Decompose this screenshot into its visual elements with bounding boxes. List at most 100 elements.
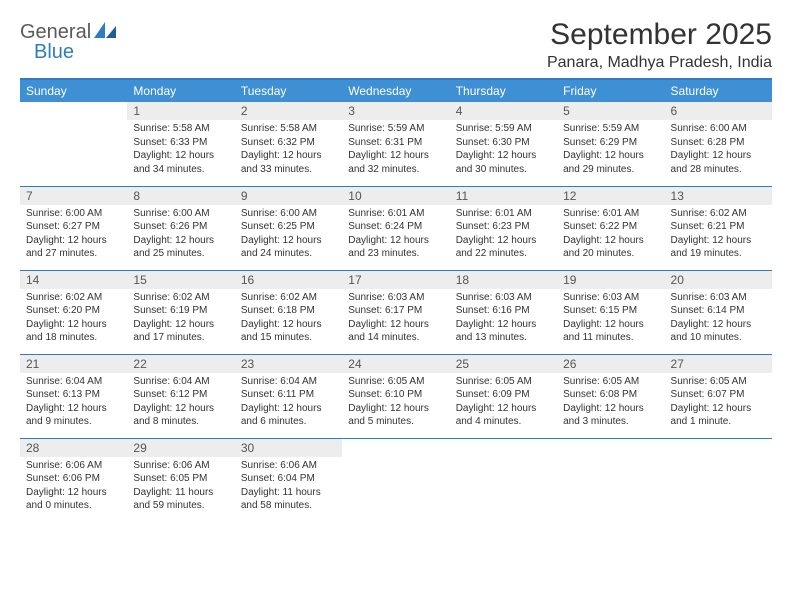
sunrise-line: Sunrise: 6:02 AM xyxy=(671,207,766,221)
daylight-line: Daylight: 12 hours and 14 minutes. xyxy=(348,318,443,345)
day-number: 10 xyxy=(342,187,449,205)
sunrise-line: Sunrise: 6:04 AM xyxy=(133,375,228,389)
calendar-body: 1Sunrise: 5:58 AMSunset: 6:33 PMDaylight… xyxy=(20,102,772,522)
calendar-cell: 30Sunrise: 6:06 AMSunset: 6:04 PMDayligh… xyxy=(235,438,342,522)
sunrise-line: Sunrise: 6:00 AM xyxy=(671,122,766,136)
calendar-cell: 8Sunrise: 6:00 AMSunset: 6:26 PMDaylight… xyxy=(127,186,234,270)
day-body: Sunrise: 6:00 AMSunset: 6:28 PMDaylight:… xyxy=(665,120,772,180)
day-number: 6 xyxy=(665,102,772,120)
day-body: Sunrise: 6:03 AMSunset: 6:17 PMDaylight:… xyxy=(342,289,449,349)
calendar-row: 14Sunrise: 6:02 AMSunset: 6:20 PMDayligh… xyxy=(20,270,772,354)
sunset-line: Sunset: 6:10 PM xyxy=(348,388,443,402)
header: General Blue September 2025 Panara, Madh… xyxy=(20,18,772,72)
sunset-line: Sunset: 6:14 PM xyxy=(671,304,766,318)
weekday-header: Wednesday xyxy=(342,79,449,102)
month-title: September 2025 xyxy=(547,18,772,52)
logo-word-blue: Blue xyxy=(34,42,116,62)
sunset-line: Sunset: 6:25 PM xyxy=(241,220,336,234)
calendar-cell: 4Sunrise: 5:59 AMSunset: 6:30 PMDaylight… xyxy=(450,102,557,186)
calendar-cell: 17Sunrise: 6:03 AMSunset: 6:17 PMDayligh… xyxy=(342,270,449,354)
day-body: Sunrise: 5:58 AMSunset: 6:32 PMDaylight:… xyxy=(235,120,342,180)
day-number: 4 xyxy=(450,102,557,120)
calendar-cell: 27Sunrise: 6:05 AMSunset: 6:07 PMDayligh… xyxy=(665,354,772,438)
daylight-line: Daylight: 11 hours and 59 minutes. xyxy=(133,486,228,513)
day-body: Sunrise: 6:00 AMSunset: 6:25 PMDaylight:… xyxy=(235,205,342,265)
calendar-cell xyxy=(665,438,772,522)
calendar-cell: 14Sunrise: 6:02 AMSunset: 6:20 PMDayligh… xyxy=(20,270,127,354)
sunrise-line: Sunrise: 5:59 AM xyxy=(456,122,551,136)
sunset-line: Sunset: 6:07 PM xyxy=(671,388,766,402)
calendar-cell: 15Sunrise: 6:02 AMSunset: 6:19 PMDayligh… xyxy=(127,270,234,354)
sunrise-line: Sunrise: 6:02 AM xyxy=(241,291,336,305)
day-body: Sunrise: 6:02 AMSunset: 6:18 PMDaylight:… xyxy=(235,289,342,349)
day-body: Sunrise: 6:04 AMSunset: 6:11 PMDaylight:… xyxy=(235,373,342,433)
day-number: 2 xyxy=(235,102,342,120)
sunset-line: Sunset: 6:28 PM xyxy=(671,136,766,150)
sunset-line: Sunset: 6:08 PM xyxy=(563,388,658,402)
day-body: Sunrise: 5:59 AMSunset: 6:31 PMDaylight:… xyxy=(342,120,449,180)
daylight-line: Daylight: 12 hours and 18 minutes. xyxy=(26,318,121,345)
sunset-line: Sunset: 6:16 PM xyxy=(456,304,551,318)
sunset-line: Sunset: 6:33 PM xyxy=(133,136,228,150)
day-number: 30 xyxy=(235,439,342,457)
sunrise-line: Sunrise: 6:02 AM xyxy=(26,291,121,305)
sunrise-line: Sunrise: 6:05 AM xyxy=(348,375,443,389)
sunrise-line: Sunrise: 6:00 AM xyxy=(133,207,228,221)
day-body: Sunrise: 6:05 AMSunset: 6:10 PMDaylight:… xyxy=(342,373,449,433)
calendar-cell: 26Sunrise: 6:05 AMSunset: 6:08 PMDayligh… xyxy=(557,354,664,438)
calendar-cell xyxy=(20,102,127,186)
sunset-line: Sunset: 6:23 PM xyxy=(456,220,551,234)
day-body: Sunrise: 6:00 AMSunset: 6:27 PMDaylight:… xyxy=(20,205,127,265)
day-body: Sunrise: 6:05 AMSunset: 6:07 PMDaylight:… xyxy=(665,373,772,433)
day-number: 11 xyxy=(450,187,557,205)
calendar-cell: 29Sunrise: 6:06 AMSunset: 6:05 PMDayligh… xyxy=(127,438,234,522)
daylight-line: Daylight: 12 hours and 8 minutes. xyxy=(133,402,228,429)
sunset-line: Sunset: 6:26 PM xyxy=(133,220,228,234)
day-number: 16 xyxy=(235,271,342,289)
sunrise-line: Sunrise: 5:58 AM xyxy=(241,122,336,136)
day-number: 28 xyxy=(20,439,127,457)
day-body: Sunrise: 5:59 AMSunset: 6:29 PMDaylight:… xyxy=(557,120,664,180)
day-body: Sunrise: 6:03 AMSunset: 6:14 PMDaylight:… xyxy=(665,289,772,349)
sunset-line: Sunset: 6:30 PM xyxy=(456,136,551,150)
sunrise-line: Sunrise: 6:02 AM xyxy=(133,291,228,305)
sunset-line: Sunset: 6:11 PM xyxy=(241,388,336,402)
day-body: Sunrise: 6:05 AMSunset: 6:08 PMDaylight:… xyxy=(557,373,664,433)
daylight-line: Daylight: 12 hours and 25 minutes. xyxy=(133,234,228,261)
day-body: Sunrise: 6:02 AMSunset: 6:19 PMDaylight:… xyxy=(127,289,234,349)
sunset-line: Sunset: 6:27 PM xyxy=(26,220,121,234)
title-block: September 2025 Panara, Madhya Pradesh, I… xyxy=(547,18,772,72)
calendar-cell: 24Sunrise: 6:05 AMSunset: 6:10 PMDayligh… xyxy=(342,354,449,438)
day-number: 24 xyxy=(342,355,449,373)
calendar-cell: 10Sunrise: 6:01 AMSunset: 6:24 PMDayligh… xyxy=(342,186,449,270)
sunrise-line: Sunrise: 6:06 AM xyxy=(133,459,228,473)
daylight-line: Daylight: 12 hours and 10 minutes. xyxy=(671,318,766,345)
sunrise-line: Sunrise: 6:00 AM xyxy=(241,207,336,221)
calendar-cell: 22Sunrise: 6:04 AMSunset: 6:12 PMDayligh… xyxy=(127,354,234,438)
calendar-cell: 23Sunrise: 6:04 AMSunset: 6:11 PMDayligh… xyxy=(235,354,342,438)
calendar-cell: 6Sunrise: 6:00 AMSunset: 6:28 PMDaylight… xyxy=(665,102,772,186)
sunset-line: Sunset: 6:31 PM xyxy=(348,136,443,150)
sunrise-line: Sunrise: 6:01 AM xyxy=(563,207,658,221)
sunset-line: Sunset: 6:20 PM xyxy=(26,304,121,318)
sunrise-line: Sunrise: 6:03 AM xyxy=(348,291,443,305)
calendar-cell: 13Sunrise: 6:02 AMSunset: 6:21 PMDayligh… xyxy=(665,186,772,270)
calendar-cell: 16Sunrise: 6:02 AMSunset: 6:18 PMDayligh… xyxy=(235,270,342,354)
calendar-cell: 9Sunrise: 6:00 AMSunset: 6:25 PMDaylight… xyxy=(235,186,342,270)
daylight-line: Daylight: 12 hours and 33 minutes. xyxy=(241,149,336,176)
day-number: 29 xyxy=(127,439,234,457)
day-body: Sunrise: 6:03 AMSunset: 6:16 PMDaylight:… xyxy=(450,289,557,349)
calendar-cell: 18Sunrise: 6:03 AMSunset: 6:16 PMDayligh… xyxy=(450,270,557,354)
day-body: Sunrise: 6:04 AMSunset: 6:13 PMDaylight:… xyxy=(20,373,127,433)
weekday-header: Sunday xyxy=(20,79,127,102)
daylight-line: Daylight: 12 hours and 6 minutes. xyxy=(241,402,336,429)
daylight-line: Daylight: 12 hours and 3 minutes. xyxy=(563,402,658,429)
logo-sail-icon xyxy=(94,21,116,43)
weekday-header: Thursday xyxy=(450,79,557,102)
day-number xyxy=(450,439,557,457)
calendar-row: 1Sunrise: 5:58 AMSunset: 6:33 PMDaylight… xyxy=(20,102,772,186)
daylight-line: Daylight: 12 hours and 11 minutes. xyxy=(563,318,658,345)
weekday-header: Monday xyxy=(127,79,234,102)
sunrise-line: Sunrise: 6:06 AM xyxy=(241,459,336,473)
calendar-cell: 1Sunrise: 5:58 AMSunset: 6:33 PMDaylight… xyxy=(127,102,234,186)
